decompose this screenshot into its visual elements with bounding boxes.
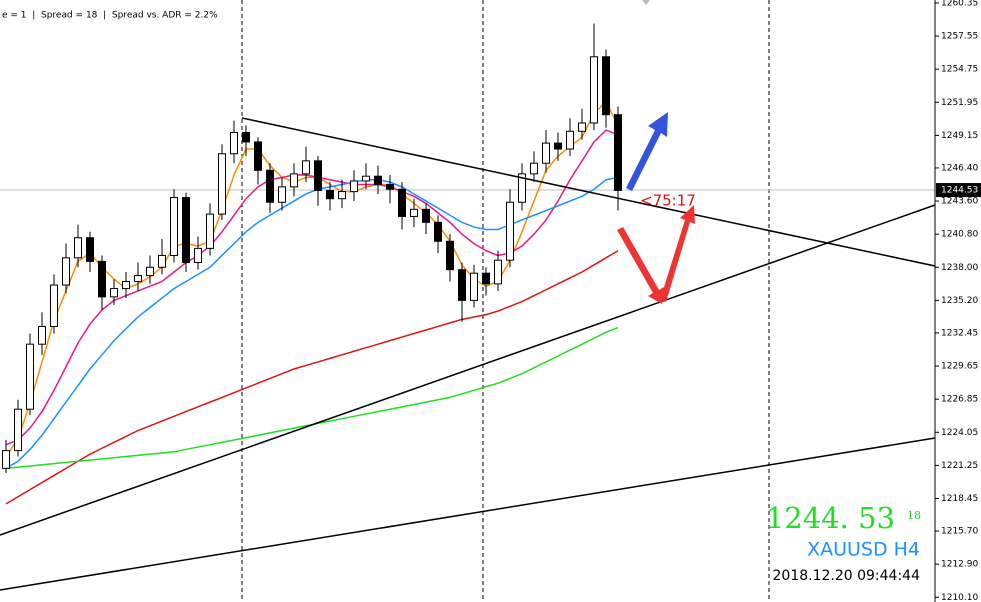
candle-body (50, 284, 58, 327)
candle-body (398, 188, 406, 217)
candle-body (518, 173, 526, 203)
y-tick-label: 1215.70 (941, 527, 978, 537)
candle-body (134, 275, 142, 282)
candle-body (206, 213, 214, 249)
candle-body (62, 257, 70, 286)
candle-body (38, 325, 46, 345)
candle-body (230, 131, 238, 155)
current-price-label: 1244.53 (941, 186, 978, 196)
y-tick-label: 1221.25 (941, 461, 978, 471)
candle-body (122, 280, 130, 290)
period-separators (241, 0, 770, 602)
moving-average (5, 250, 619, 505)
candle-body (86, 237, 94, 262)
candle-body (74, 237, 82, 259)
big-price-spread: 18 (907, 509, 921, 522)
y-tick-label: 1226.85 (941, 395, 978, 405)
candle-body (602, 56, 610, 116)
candle-body (314, 160, 322, 191)
candle-body (614, 114, 622, 191)
candle-body (350, 180, 358, 193)
candle-body (290, 173, 298, 188)
candle-body (422, 208, 430, 223)
candle-body (530, 162, 538, 175)
candle-body (554, 142, 562, 150)
moving-average (5, 176, 619, 469)
y-tick-label: 1254.75 (941, 65, 978, 75)
candle-body (410, 208, 418, 217)
trend-lines (0, 117, 936, 591)
y-tick-label: 1232.45 (941, 328, 978, 338)
y-tick-label: 1210.10 (941, 593, 978, 602)
candle-body (326, 189, 334, 200)
info-text: e = 1 | Spread = 18 | Spread vs. ADR = 2… (2, 11, 218, 21)
y-tick-label: 1251.95 (941, 98, 978, 108)
y-tick-label: 1229.65 (941, 362, 978, 372)
candle-body (302, 160, 310, 175)
symbol: XAUUSD H4 (807, 539, 920, 561)
candle-body (362, 175, 370, 182)
arrows (617, 112, 695, 304)
candle-body (566, 130, 574, 150)
y-tick-label: 1243.60 (941, 197, 978, 207)
candle-body (170, 197, 178, 256)
candle-body (218, 153, 226, 215)
red-arrow-up (660, 205, 695, 302)
candle-body (434, 221, 442, 242)
candle-body (458, 269, 466, 301)
y-tick-label: 1238.00 (941, 263, 978, 273)
trend-line (0, 437, 936, 591)
candle-body (542, 142, 550, 164)
annotation: <75:17 (640, 192, 696, 210)
candle-body (446, 240, 454, 271)
candle-layer (2, 23, 622, 474)
candle-body (266, 169, 274, 203)
candle-body (254, 141, 262, 171)
y-tick-label: 1257.55 (941, 32, 978, 42)
blue-arrow (626, 112, 668, 191)
scroll-marker (642, 0, 650, 5)
candle-body (470, 272, 478, 301)
candle-body (182, 197, 190, 264)
candle-body (506, 201, 514, 261)
info-background (0, 8, 235, 22)
y-tick-label: 1240.80 (941, 230, 978, 240)
trend-line (0, 204, 936, 536)
candle-body (146, 266, 154, 277)
current-price-box (936, 183, 981, 198)
candle-body (158, 254, 166, 268)
candle-body (482, 272, 490, 285)
y-tick-label: 1218.45 (941, 494, 978, 504)
candle-body (590, 56, 598, 124)
red-arrow-down (617, 227, 664, 304)
indicator-layer (0, 100, 935, 505)
candle-body (278, 186, 286, 203)
trend-line (241, 117, 936, 267)
candle-body (14, 408, 22, 452)
y-tick-label: 1212.90 (941, 560, 978, 570)
y-tick-label: 1260.35 (941, 0, 978, 8)
candle-body (578, 122, 586, 132)
moving-average (5, 129, 619, 446)
candle-body (386, 184, 394, 190)
y-tick-label: 1249.15 (941, 131, 978, 141)
candle-body (374, 175, 382, 186)
y-tick-label: 1224.05 (941, 428, 978, 438)
candle-body (2, 450, 10, 469)
candle-body (494, 259, 502, 285)
y-tick-label: 1235.20 (941, 296, 978, 306)
candle-body (98, 260, 106, 298)
candle-body (110, 288, 118, 298)
y-tick-label: 1246.40 (941, 163, 978, 173)
candle-body (26, 343, 34, 410)
candle-body (338, 191, 346, 200)
candle-body (194, 247, 202, 264)
candle-body (242, 131, 250, 143)
timestamp: 2018.12.20 09:44:44 (773, 568, 921, 584)
moving-average (5, 100, 619, 457)
big-price: 1244. 53 (766, 501, 895, 535)
